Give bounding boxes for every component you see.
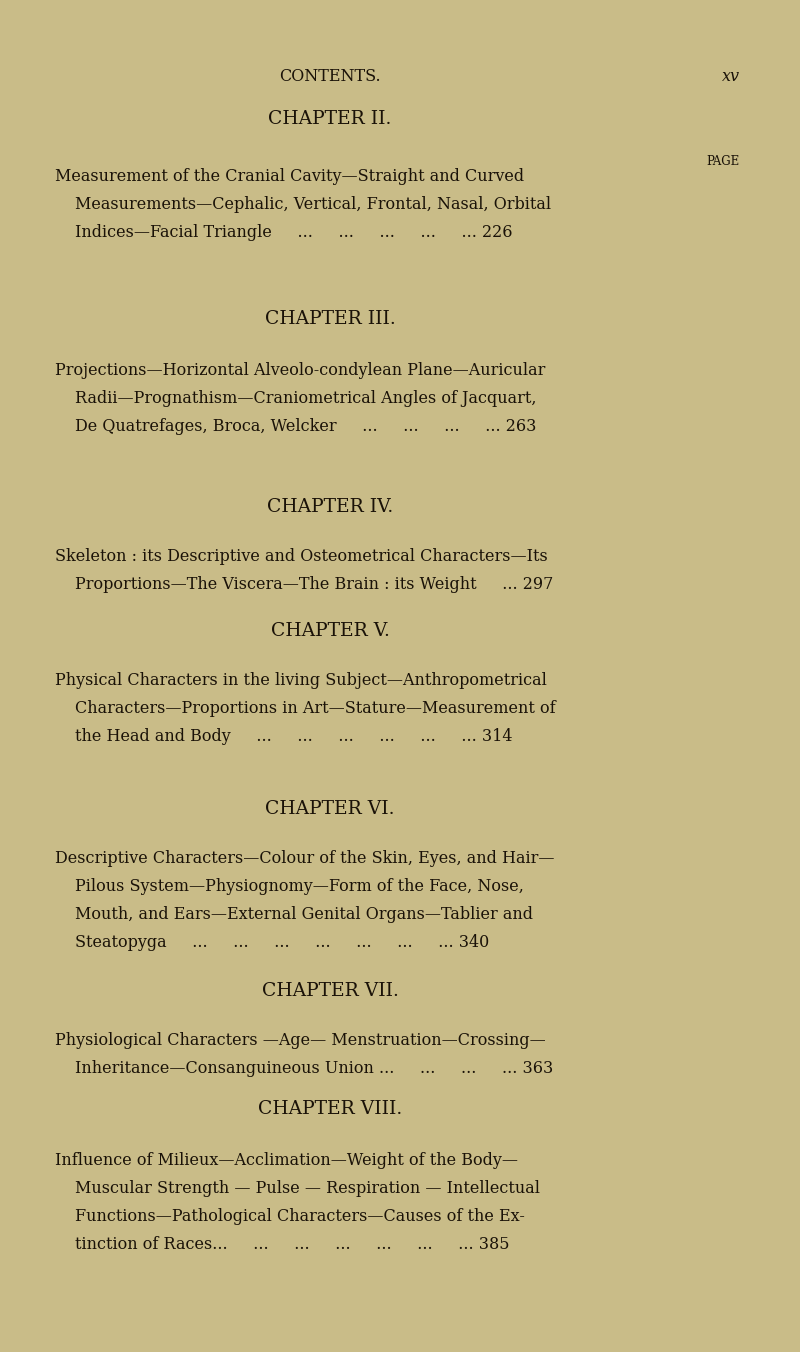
- Text: Projections—Horizontal Alveolo-condylean Plane—Auricular: Projections—Horizontal Alveolo-condylean…: [55, 362, 546, 379]
- Text: CHAPTER III.: CHAPTER III.: [265, 310, 395, 329]
- Text: Functions—Pathological Characters—Causes of the Ex-: Functions—Pathological Characters—Causes…: [75, 1207, 525, 1225]
- Text: CHAPTER IV.: CHAPTER IV.: [267, 498, 393, 516]
- Text: Characters—Proportions in Art—Stature—Measurement of: Characters—Proportions in Art—Stature—Me…: [75, 700, 556, 717]
- Text: Measurements—Cephalic, Vertical, Frontal, Nasal, Orbital: Measurements—Cephalic, Vertical, Frontal…: [75, 196, 551, 214]
- Text: Skeleton : its Descriptive and Osteometrical Characters—Its: Skeleton : its Descriptive and Osteometr…: [55, 548, 548, 565]
- Text: CHAPTER V.: CHAPTER V.: [270, 622, 390, 639]
- Text: CHAPTER VI.: CHAPTER VI.: [266, 800, 394, 818]
- Text: Physical Characters in the living Subject—Anthropometrical: Physical Characters in the living Subjec…: [55, 672, 547, 690]
- Text: the Head and Body     ...     ...     ...     ...     ...     ... 314: the Head and Body ... ... ... ... ... ..…: [75, 727, 513, 745]
- Text: Descriptive Characters—Colour of the Skin, Eyes, and Hair—: Descriptive Characters—Colour of the Ski…: [55, 850, 554, 867]
- Text: xv: xv: [722, 68, 740, 85]
- Text: Steatopyga     ...     ...     ...     ...     ...     ...     ... 340: Steatopyga ... ... ... ... ... ... ... 3…: [75, 934, 490, 950]
- Text: Inheritance—Consanguineous Union ...     ...     ...     ... 363: Inheritance—Consanguineous Union ... ...…: [75, 1060, 554, 1078]
- Text: Influence of Milieux—Acclimation—Weight of the Body—: Influence of Milieux—Acclimation—Weight …: [55, 1152, 518, 1169]
- Text: Measurement of the Cranial Cavity—Straight and Curved: Measurement of the Cranial Cavity—Straig…: [55, 168, 524, 185]
- Text: Proportions—The Viscera—The Brain : its Weight     ... 297: Proportions—The Viscera—The Brain : its …: [75, 576, 554, 594]
- Text: Radii—Prognathism—Craniometrical Angles of Jacquart,: Radii—Prognathism—Craniometrical Angles …: [75, 389, 537, 407]
- Text: CONTENTS.: CONTENTS.: [279, 68, 381, 85]
- Text: Indices—Facial Triangle     ...     ...     ...     ...     ... 226: Indices—Facial Triangle ... ... ... ... …: [75, 224, 513, 241]
- Text: Physiological Characters —Age— Menstruation—Crossing—: Physiological Characters —Age— Menstruat…: [55, 1032, 546, 1049]
- Text: tinction of Races...     ...     ...     ...     ...     ...     ... 385: tinction of Races... ... ... ... ... ...…: [75, 1236, 510, 1253]
- Text: PAGE: PAGE: [706, 155, 740, 168]
- Text: CHAPTER II.: CHAPTER II.: [268, 110, 392, 128]
- Text: De Quatrefages, Broca, Welcker     ...     ...     ...     ... 263: De Quatrefages, Broca, Welcker ... ... .…: [75, 418, 536, 435]
- Text: Muscular Strength — Pulse — Respiration — Intellectual: Muscular Strength — Pulse — Respiration …: [75, 1180, 540, 1197]
- Text: Pilous System—Physiognomy—Form of the Face, Nose,: Pilous System—Physiognomy—Form of the Fa…: [75, 877, 524, 895]
- Text: Mouth, and Ears—External Genital Organs—Tablier and: Mouth, and Ears—External Genital Organs—…: [75, 906, 533, 923]
- Text: CHAPTER VII.: CHAPTER VII.: [262, 982, 398, 1000]
- Text: CHAPTER VIII.: CHAPTER VIII.: [258, 1101, 402, 1118]
